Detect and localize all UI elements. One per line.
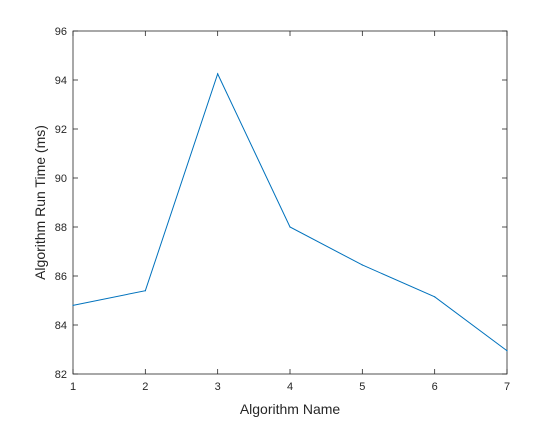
- y-tick-label: 86: [55, 271, 67, 283]
- y-tick-label: 94: [55, 75, 67, 87]
- data-point: [289, 226, 291, 228]
- x-tick-label: 2: [142, 381, 148, 393]
- x-tick-label: 5: [359, 381, 365, 393]
- data-point: [144, 290, 146, 292]
- data-point: [506, 350, 508, 352]
- y-tick-label: 92: [55, 124, 67, 136]
- x-tick-label: 3: [215, 381, 221, 393]
- data-point: [217, 73, 219, 75]
- series-layer: [72, 72, 508, 352]
- x-tick-label: 4: [287, 381, 293, 393]
- x-tick-label: 6: [432, 381, 438, 393]
- y-axis-ticks: 82 84 86 88 90 92 94 96: [55, 26, 507, 381]
- plot-area: [72, 30, 508, 375]
- data-point: [434, 296, 436, 298]
- data-point: [361, 264, 363, 266]
- x-axis-label: Algorithm Name: [240, 401, 341, 417]
- y-tick-label: 96: [55, 26, 67, 38]
- y-tick-label: 88: [55, 222, 67, 234]
- x-tick-label: 1: [70, 381, 76, 393]
- y-tick-label: 90: [55, 173, 67, 185]
- y-tick-label: 84: [55, 320, 67, 332]
- x-tick-label: 7: [504, 381, 510, 393]
- y-tick-label: 82: [55, 369, 67, 381]
- data-point: [72, 304, 74, 306]
- y-axis-label: Algorithm Run Time (ms): [32, 125, 48, 280]
- x-axis-ticks: 1 2 3 4 5 6 7: [70, 31, 510, 393]
